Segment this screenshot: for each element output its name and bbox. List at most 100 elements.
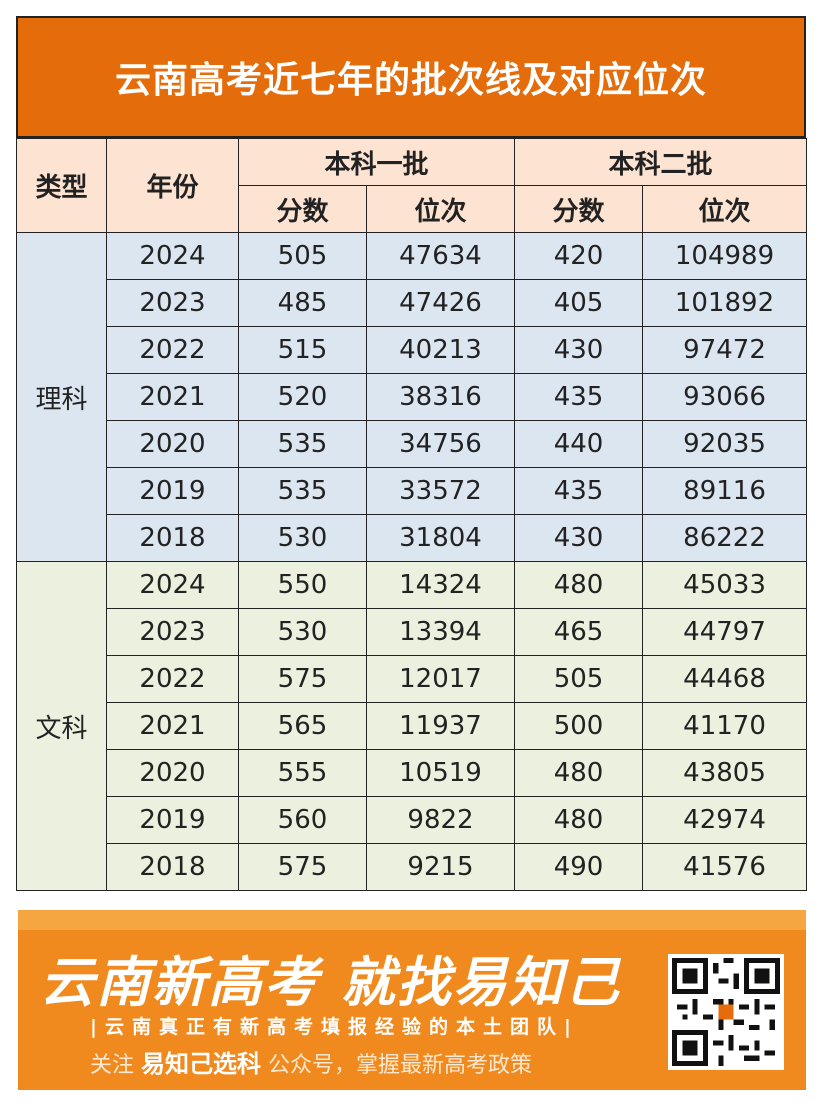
batch1-rank-cell: 14324 — [365, 561, 516, 609]
banner-headline: 云南新高考 就找易知己 — [40, 951, 621, 1014]
batch1-score-cell: 505 — [238, 232, 367, 280]
batch2-rank-cell: 45033 — [642, 561, 808, 609]
batch1-score-cell: 550 — [238, 561, 367, 609]
batch2-score-cell: 435 — [514, 373, 644, 421]
batch1-score-cell: 575 — [238, 655, 367, 703]
follow-suffix: 公众号，掌握最新高考政策 — [268, 1053, 533, 1078]
batch2-score-cell: 480 — [514, 561, 644, 609]
batch1-score-cell: 530 — [238, 514, 367, 562]
table-row: 2023 485 47426 405 101892 — [17, 279, 808, 327]
score-table: 类型 年份 本科一批 本科二批 分数 位次 分数 位次 理科 2024 505 476… — [16, 138, 808, 891]
promo-banner[interactable]: 云南新高考 就找易知己 |云南真正有新高考填报经验的本土团队| 关注 易知己选科… — [18, 910, 806, 1090]
year-cell: 2018 — [106, 514, 239, 562]
year-cell: 2019 — [106, 796, 239, 844]
year-cell: 2024 — [106, 232, 239, 280]
banner-follow-text: 关注 易知己选科 公众号，掌握最新高考政策 — [90, 1044, 532, 1079]
batch2-score-cell: 430 — [514, 326, 644, 374]
batch1-rank-cell: 33572 — [365, 467, 516, 515]
year-cell: 2021 — [106, 702, 239, 750]
qr-code-icon[interactable] — [668, 954, 784, 1070]
batch2-rank-cell: 86222 — [642, 514, 808, 562]
banner-subline: |云南真正有新高考填报经验的本土团队| — [90, 1016, 579, 1038]
year-cell: 2021 — [106, 373, 239, 421]
batch2-score-cell: 430 — [514, 514, 644, 562]
batch2-rank-cell: 101892 — [642, 279, 808, 327]
batch2-score-cell: 480 — [514, 749, 644, 797]
batch2-rank-cell: 89116 — [642, 467, 808, 515]
batch1-score-cell: 535 — [238, 467, 367, 515]
header-batch1-rank: 位次 — [365, 185, 516, 233]
year-cell: 2023 — [106, 608, 239, 656]
year-cell: 2022 — [106, 655, 239, 703]
batch2-rank-cell: 41576 — [642, 843, 808, 891]
batch1-rank-cell: 11937 — [365, 702, 516, 750]
table-row: 2018 530 31804 430 86222 — [17, 514, 808, 562]
title-bar: 云南高考近七年的批次线及对应位次 — [16, 16, 806, 138]
table-row: 2020 535 34756 440 92035 — [17, 420, 808, 468]
header-batch2: 本科二批 — [514, 138, 808, 186]
batch1-score-cell: 555 — [238, 749, 367, 797]
year-cell: 2019 — [106, 467, 239, 515]
batch1-rank-cell: 9215 — [365, 843, 516, 891]
table-row: 2021 565 11937 500 41170 — [17, 702, 808, 750]
year-cell: 2020 — [106, 420, 239, 468]
batch1-score-cell: 565 — [238, 702, 367, 750]
header-batch2-score: 分数 — [514, 185, 644, 233]
batch2-rank-cell: 104989 — [642, 232, 808, 280]
batch2-score-cell: 505 — [514, 655, 644, 703]
batch2-score-cell: 500 — [514, 702, 644, 750]
table-row: 2020 555 10519 480 43805 — [17, 749, 808, 797]
year-cell: 2018 — [106, 843, 239, 891]
table-body: 理科 2024 505 47634 420 104989 2023 485 47426 405 10… — [16, 232, 808, 891]
batch2-rank-cell: 97472 — [642, 326, 808, 374]
follow-prefix: 关注 — [90, 1053, 135, 1078]
qr-code-graphic — [672, 958, 780, 1066]
batch1-score-cell: 535 — [238, 420, 367, 468]
header-type: 类型 — [16, 138, 107, 233]
header-year: 年份 — [106, 138, 239, 233]
batch2-rank-cell: 42974 — [642, 796, 808, 844]
batch1-rank-cell: 9822 — [365, 796, 516, 844]
header-batch2-rank: 位次 — [642, 185, 808, 233]
batch1-rank-cell: 12017 — [365, 655, 516, 703]
batch1-rank-cell: 31804 — [365, 514, 516, 562]
banner-stripe — [18, 910, 806, 930]
batch1-rank-cell: 47634 — [365, 232, 516, 280]
table-row: 2018 575 9215 490 41576 — [17, 843, 808, 891]
batch1-rank-cell: 47426 — [365, 279, 516, 327]
batch2-rank-cell: 93066 — [642, 373, 808, 421]
year-cell: 2022 — [106, 326, 239, 374]
batch2-score-cell: 440 — [514, 420, 644, 468]
batch1-score-cell: 530 — [238, 608, 367, 656]
page-title: 云南高考近七年的批次线及对应位次 — [114, 60, 707, 101]
header-batch1-score: 分数 — [238, 185, 367, 233]
table-row: 理科 2024 505 47634 420 104989 — [16, 232, 808, 562]
batch2-rank-cell: 92035 — [642, 420, 808, 468]
batch2-score-cell: 420 — [514, 232, 644, 280]
batch1-rank-cell: 34756 — [365, 420, 516, 468]
batch1-score-cell: 485 — [238, 279, 367, 327]
year-cell: 2023 — [106, 279, 239, 327]
batch1-score-cell: 575 — [238, 843, 367, 891]
table-row: 2021 520 38316 435 93066 — [17, 373, 808, 421]
follow-brand: 易知己选科 — [141, 1050, 262, 1078]
table-row: 文科 2024 550 14324 480 45033 — [16, 561, 808, 891]
table-row: 2022 515 40213 430 97472 — [17, 326, 808, 374]
batch2-score-cell: 480 — [514, 796, 644, 844]
batch2-score-cell: 465 — [514, 608, 644, 656]
batch2-score-cell: 405 — [514, 279, 644, 327]
batch1-score-cell: 515 — [238, 326, 367, 374]
batch2-rank-cell: 41170 — [642, 702, 808, 750]
type-cell: 文科 — [16, 561, 107, 891]
type-cell: 理科 — [16, 232, 107, 562]
batch1-rank-cell: 10519 — [365, 749, 516, 797]
batch1-score-cell: 560 — [238, 796, 367, 844]
batch2-score-cell: 435 — [514, 467, 644, 515]
table-row: 2023 530 13394 465 44797 — [17, 608, 808, 656]
score-table-card: 云南高考近七年的批次线及对应位次 类型 年份 本科一批 本科二批 分数 位次 分… — [16, 16, 808, 891]
table-row: 2019 560 9822 480 42974 — [17, 796, 808, 844]
batch1-rank-cell: 38316 — [365, 373, 516, 421]
year-cell: 2020 — [106, 749, 239, 797]
batch1-rank-cell: 40213 — [365, 326, 516, 374]
year-cell: 2024 — [106, 561, 239, 609]
